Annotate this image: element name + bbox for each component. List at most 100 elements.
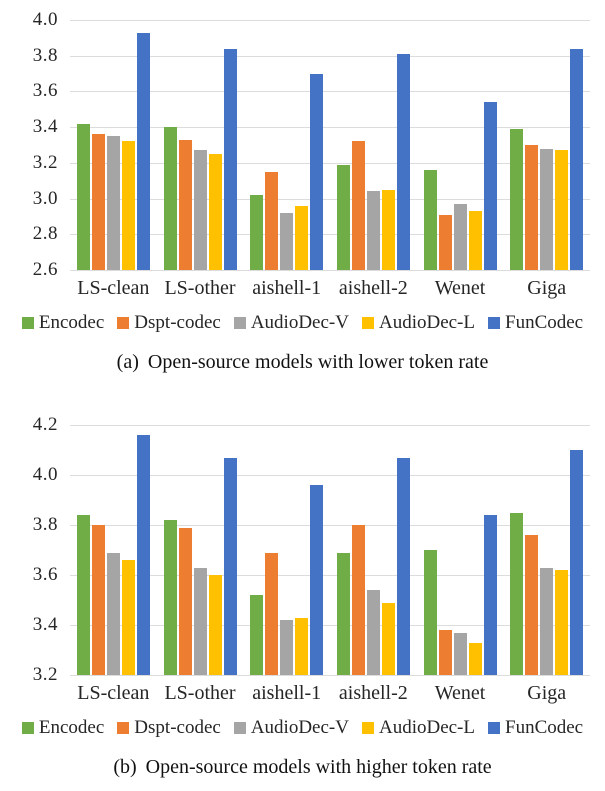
bar-cluster-wenet bbox=[417, 20, 504, 270]
caption-label: (b) bbox=[113, 756, 137, 778]
y-gridline bbox=[70, 525, 590, 526]
bar-audiodec-v-ls-clean bbox=[106, 136, 120, 270]
bar-clusters bbox=[70, 20, 590, 270]
bar-dspt-codec-aishell-1 bbox=[265, 171, 279, 270]
bar-funcodec-wenet bbox=[483, 515, 497, 675]
bar-cluster-ls-clean bbox=[70, 20, 157, 270]
x-axis-label-ls-other: LS-other bbox=[164, 277, 236, 299]
bar-funcodec-aishell-1 bbox=[310, 485, 324, 675]
x-axis-label-wenet: Wenet bbox=[434, 277, 486, 299]
bar-funcodec-ls-clean bbox=[136, 32, 150, 270]
plot-area bbox=[70, 425, 590, 676]
x-axis-label-ls-clean: LS-clean bbox=[77, 682, 150, 704]
bar-funcodec-aishell-2 bbox=[396, 457, 410, 675]
x-axis-label-giga: Giga bbox=[527, 277, 567, 299]
bar-audiodec-l-wenet bbox=[468, 211, 482, 270]
bar-dspt-codec-aishell-1 bbox=[265, 552, 279, 675]
x-axis-labels: LS-clean LS-other aishell-1 aishell-2 Wenet G… bbox=[70, 682, 590, 705]
bar-audiodec-v-aishell-1 bbox=[280, 212, 294, 270]
bar-funcodec-ls-clean bbox=[136, 435, 150, 675]
legend-swatch-icon bbox=[233, 317, 246, 329]
bar-encodec-giga bbox=[510, 128, 524, 270]
bar-audiodec-l-ls-clean bbox=[121, 141, 135, 270]
bar-funcodec-ls-other bbox=[223, 457, 237, 675]
bar-cluster-giga bbox=[503, 20, 590, 270]
bar-funcodec-aishell-2 bbox=[396, 53, 410, 270]
y-gridline bbox=[70, 20, 590, 21]
bar-cluster-ls-clean bbox=[70, 425, 157, 675]
bar-audiodec-l-wenet bbox=[468, 642, 482, 675]
legend-label: FunCodec bbox=[505, 312, 584, 333]
figure-higher-token-rate: 4.2 4.0 3.8 3.6 3.4 3.2 LS-clean LS-other aishe… bbox=[0, 405, 605, 779]
bar-cluster-ls-other bbox=[157, 20, 244, 270]
y-tick-label: 3.0 bbox=[32, 187, 58, 209]
bar-audiodec-l-giga bbox=[555, 570, 569, 675]
legend-item-funcodec: FunCodec bbox=[488, 312, 583, 334]
y-tick-label: 3.4 bbox=[32, 614, 58, 635]
y-gridline bbox=[70, 91, 590, 93]
legend: Encodec Dspt-codec AudioDec-V AudioDec-L Fun… bbox=[0, 312, 605, 334]
x-axis-label-aishell-2: aishell-2 bbox=[338, 682, 408, 704]
figure-lower-token-rate: 4.0 3.8 3.6 3.4 3.2 3.0 2.8 2.6 LS-clean LS-othe… bbox=[0, 0, 605, 374]
bar-dspt-codec-wenet bbox=[438, 214, 452, 270]
bar-audiodec-v-ls-clean bbox=[106, 552, 120, 675]
bar-dspt-codec-ls-other bbox=[178, 139, 192, 270]
legend-item-audiodec-v: AudioDec-V bbox=[233, 312, 349, 334]
y-gridline bbox=[70, 625, 590, 626]
y-tick-label: 4.0 bbox=[32, 464, 58, 485]
bar-encodec-aishell-1 bbox=[250, 195, 264, 270]
legend-item-audiodec-v: AudioDec-V bbox=[233, 717, 349, 739]
y-tick-label: 3.8 bbox=[32, 44, 58, 66]
bar-cluster-giga bbox=[503, 425, 590, 675]
x-axis-label-giga: Giga bbox=[527, 682, 567, 704]
y-tick-label: 3.8 bbox=[32, 514, 58, 535]
bar-audiodec-v-ls-other bbox=[193, 150, 207, 270]
bar-funcodec-giga bbox=[570, 450, 584, 675]
bar-cluster-ls-other bbox=[157, 425, 244, 675]
bar-encodec-giga bbox=[510, 512, 524, 675]
bar-audiodec-l-aishell-1 bbox=[295, 205, 309, 270]
y-tick-label: 2.8 bbox=[32, 223, 58, 245]
legend-label: AudioDec-V bbox=[250, 717, 349, 738]
legend-item-audiodec-l: AudioDec-L bbox=[361, 312, 475, 334]
bar-funcodec-wenet bbox=[483, 102, 497, 270]
x-axis-labels: LS-clean LS-other aishell-1 aishell-2 Wenet G… bbox=[70, 277, 590, 300]
bar-chart-higher-token-rate: 4.2 4.0 3.8 3.6 3.4 3.2 bbox=[0, 414, 605, 685]
y-gridline bbox=[70, 127, 590, 129]
bar-dspt-codec-giga bbox=[525, 145, 539, 270]
y-axis-ticks: 4.2 4.0 3.8 3.6 3.4 3.2 bbox=[0, 414, 70, 685]
legend-label: Dspt-codec bbox=[134, 312, 221, 333]
bar-encodec-wenet bbox=[423, 550, 437, 675]
legend-item-funcodec: FunCodec bbox=[488, 717, 583, 739]
bar-cluster-wenet bbox=[417, 425, 504, 675]
bar-encodec-ls-other bbox=[163, 127, 177, 270]
bar-encodec-ls-other bbox=[163, 520, 177, 675]
legend-item-dspt-codec: Dspt-codec bbox=[117, 312, 221, 334]
y-tick-label: 3.2 bbox=[32, 664, 58, 685]
bar-funcodec-ls-other bbox=[223, 48, 237, 270]
bar-audiodec-v-giga bbox=[540, 148, 554, 270]
bar-audiodec-l-aishell-2 bbox=[381, 602, 395, 675]
legend-swatch-icon bbox=[488, 317, 500, 329]
bar-audiodec-v-aishell-2 bbox=[366, 590, 380, 675]
bar-audiodec-v-aishell-2 bbox=[366, 191, 380, 270]
y-gridline bbox=[70, 270, 590, 271]
bar-dspt-codec-giga bbox=[525, 535, 539, 675]
bar-dspt-codec-aishell-2 bbox=[351, 141, 365, 270]
x-axis-label-aishell-1: aishell-1 bbox=[252, 277, 322, 299]
x-axis-label-aishell-1: aishell-1 bbox=[252, 682, 322, 704]
x-axis-label-wenet: Wenet bbox=[434, 682, 486, 704]
bar-audiodec-v-ls-other bbox=[193, 567, 207, 675]
y-tick-label: 3.6 bbox=[32, 80, 58, 102]
legend-swatch-icon bbox=[233, 722, 246, 734]
bar-audiodec-l-aishell-2 bbox=[381, 189, 395, 270]
legend-item-audiodec-l: AudioDec-L bbox=[361, 717, 475, 739]
bar-funcodec-aishell-1 bbox=[310, 73, 324, 270]
y-tick-label: 4.2 bbox=[32, 414, 58, 435]
legend-label: Dspt-codec bbox=[134, 717, 221, 738]
y-gridline bbox=[70, 234, 590, 236]
bar-funcodec-giga bbox=[570, 48, 584, 270]
legend-label: AudioDec-L bbox=[378, 717, 475, 738]
legend-swatch-icon bbox=[488, 722, 500, 734]
